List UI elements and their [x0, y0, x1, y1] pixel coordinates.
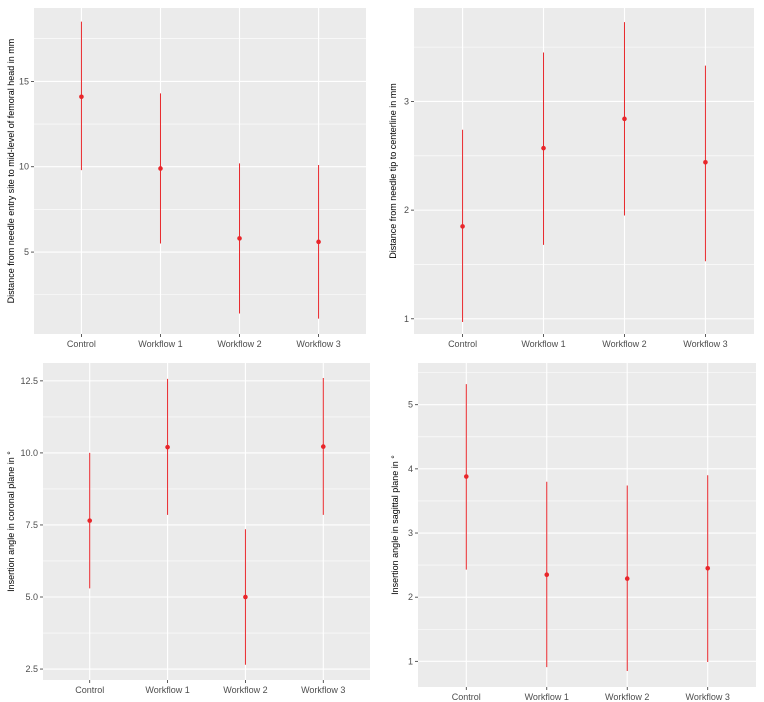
y-tick-label: 5 [24, 247, 29, 257]
x-tick-label: Workflow 2 [602, 339, 646, 349]
y-tick-label: 4 [408, 464, 413, 474]
chart-svg: 1 2 3 4 5 Control Workflow 1 Workflow 2 Workflow… [390, 363, 756, 702]
x-tick-label: Workflow 3 [301, 685, 345, 695]
y-tick-label: 10 [19, 162, 29, 172]
y-tick-label: 2 [404, 205, 409, 215]
y-axis-title: Insertion angle in sagittal plane in ° [390, 455, 400, 595]
chart-panel-sagittal-angle: 1 2 3 4 5 Control Workflow 1 Workflow 2 Workflow… [382, 351, 764, 702]
chart-panel-entry-distance: 5 10 15 Control Workflow 1 Workflow 2 Workflow… [0, 0, 382, 351]
y-tick-label: 1 [408, 656, 413, 666]
data-point [79, 94, 84, 100]
y-tick-label: 2.5 [25, 664, 38, 674]
data-point [243, 594, 248, 600]
data-point [87, 518, 93, 523]
chart-panel-coronal-angle: 2.5 5.0 7.5 10.0 12.5 Control Workflow 1 Workfl… [0, 351, 382, 702]
x-tick-label: Workflow 2 [605, 692, 649, 702]
chart-svg: 1 2 3 Control Workflow 1 Workflow 2 Workflow 3… [388, 8, 754, 349]
chart-svg: 5 10 15 Control Workflow 1 Workflow 2 Workflow… [6, 8, 366, 349]
data-point [541, 145, 546, 151]
x-tick-label: Workflow 2 [217, 339, 261, 349]
data-point [460, 224, 465, 229]
y-axis-title: Distance from needle entry site to mid-l… [6, 39, 16, 304]
x-tick-label: Control [448, 339, 477, 349]
x-tick-label: Workflow 1 [521, 339, 565, 349]
y-tick-label: 5.0 [25, 592, 38, 602]
x-tick-label: Workflow 1 [525, 692, 569, 702]
x-tick-label: Workflow 1 [145, 685, 189, 695]
x-tick-label: Workflow 3 [686, 692, 730, 702]
x-tick-label: Workflow 1 [138, 339, 182, 349]
x-tick-label: Workflow 3 [296, 339, 340, 349]
x-tick-label: Control [75, 685, 104, 695]
y-tick-label: 15 [19, 76, 29, 86]
data-point [544, 572, 550, 578]
y-axis-title: Insertion angle in coronal plane in ° [6, 451, 16, 592]
plot-background [418, 363, 756, 687]
plot-background [43, 363, 370, 680]
x-tick-label: Control [452, 692, 481, 702]
chart-svg: 2.5 5.0 7.5 10.0 12.5 Control Workflow 1 Workfl… [6, 363, 370, 695]
y-tick-label: 1 [404, 314, 409, 324]
y-axis-title: Distance from needle tip to centerline i… [388, 83, 398, 259]
data-point [463, 474, 469, 479]
y-tick-label: 2 [408, 592, 413, 602]
y-tick-label: 10.0 [20, 448, 38, 458]
data-point [237, 236, 242, 241]
y-tick-label: 12.5 [20, 376, 38, 386]
y-tick-label: 7.5 [25, 520, 38, 530]
plot-background [414, 8, 754, 334]
y-tick-label: 3 [404, 96, 409, 106]
plot-background [34, 8, 366, 334]
data-point [320, 444, 326, 449]
x-tick-label: Control [67, 339, 96, 349]
data-point [622, 116, 627, 122]
x-tick-label: Workflow 2 [223, 685, 267, 695]
y-tick-label: 3 [408, 528, 413, 538]
data-point [165, 444, 170, 450]
y-tick-label: 5 [408, 400, 413, 410]
data-point [158, 166, 163, 171]
data-point [316, 239, 321, 245]
chart-panel-centerline-distance: 1 2 3 Control Workflow 1 Workflow 2 Workflow 3… [382, 0, 764, 351]
data-point [624, 576, 630, 581]
data-point [703, 160, 708, 165]
data-point [705, 566, 711, 571]
x-tick-label: Workflow 3 [683, 339, 727, 349]
